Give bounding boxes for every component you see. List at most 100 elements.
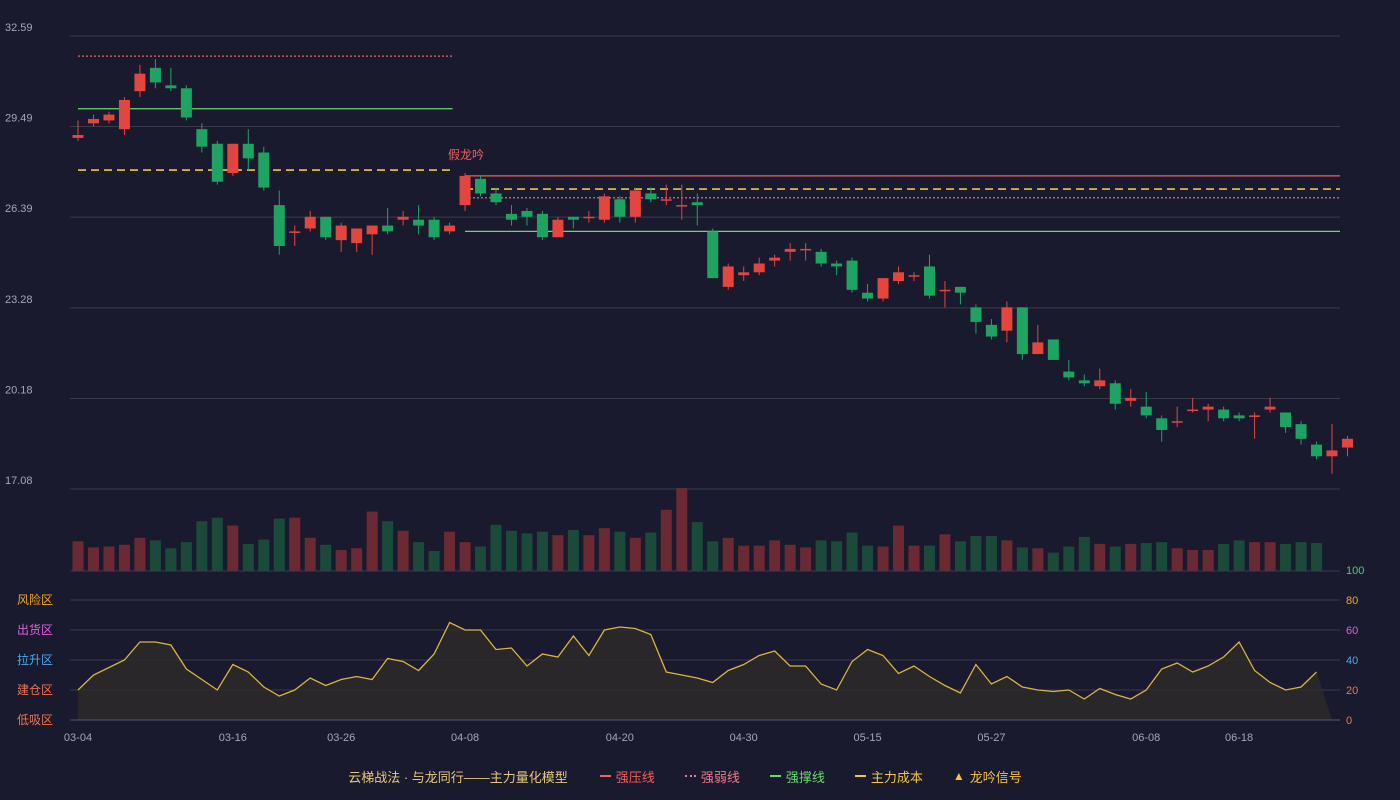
x-tick-label: 03-04 bbox=[64, 732, 92, 744]
legend-item-dragon-signal[interactable]: ▲ 龙吟信号 bbox=[953, 767, 1022, 786]
candle-body bbox=[1233, 415, 1245, 419]
volume-bar bbox=[289, 517, 301, 571]
candle-body bbox=[196, 129, 208, 147]
candle-body bbox=[707, 231, 719, 279]
volume-bar bbox=[428, 550, 440, 571]
volume-bar bbox=[149, 540, 161, 571]
volume-bar bbox=[1280, 543, 1292, 571]
volume-bar bbox=[1047, 552, 1059, 571]
chart-legend: 云梯战法 · 与龙同行——主力量化模型 强压线 强弱线 强撑线 主力成本 ▲ 龙… bbox=[0, 764, 1400, 788]
candle-body bbox=[691, 202, 703, 206]
volume-bar bbox=[753, 545, 765, 571]
volume-bar bbox=[521, 533, 533, 571]
volume-bar bbox=[691, 522, 703, 571]
volume-bar bbox=[366, 511, 378, 571]
legend-item-support-line[interactable]: 强撑线 bbox=[769, 767, 825, 786]
candle-body bbox=[1280, 412, 1292, 428]
candle-body bbox=[211, 143, 223, 182]
volume-bar bbox=[831, 541, 843, 571]
risk-area-line bbox=[77, 621, 1317, 700]
candle-body bbox=[660, 199, 672, 201]
candle-body bbox=[939, 289, 951, 292]
volume-bar bbox=[103, 546, 115, 571]
risk-zone-label: 拉升区 bbox=[17, 652, 53, 667]
candle-body bbox=[273, 205, 285, 246]
price-tick-label: 32.59 bbox=[5, 22, 33, 34]
candle-body bbox=[1341, 438, 1353, 448]
volume-bar bbox=[923, 545, 935, 571]
candle-body bbox=[180, 88, 192, 118]
candle-body bbox=[242, 143, 254, 159]
price-tick-label: 26.39 bbox=[5, 203, 33, 215]
candle-body bbox=[877, 278, 889, 299]
volume-bar bbox=[1094, 543, 1106, 571]
volume-bar bbox=[893, 525, 905, 571]
candle-body bbox=[645, 193, 657, 200]
candle-body bbox=[753, 263, 765, 273]
candle-body bbox=[475, 178, 487, 194]
volume-bar bbox=[227, 525, 239, 571]
candle-body bbox=[165, 85, 177, 89]
legend-item-strong-pressure[interactable]: 强压线 bbox=[599, 767, 655, 786]
volume-bar bbox=[211, 517, 223, 571]
candle-body bbox=[567, 216, 579, 220]
volume-bar bbox=[1249, 542, 1261, 571]
candle-body bbox=[1016, 307, 1028, 355]
candle-body bbox=[351, 228, 363, 244]
volume-bar bbox=[877, 546, 889, 571]
candle-body bbox=[846, 260, 858, 290]
volume-bar bbox=[444, 531, 456, 571]
signal-annotation: 假龙吟 bbox=[448, 147, 484, 162]
candle-body bbox=[304, 216, 316, 229]
volume-bar bbox=[490, 524, 502, 571]
candle-body bbox=[1249, 415, 1261, 417]
volume-bar bbox=[165, 548, 177, 571]
candle-body bbox=[149, 67, 161, 83]
x-tick-label: 04-08 bbox=[451, 732, 479, 744]
risk-tick-label: 0 bbox=[1346, 715, 1352, 727]
volume-bar bbox=[815, 540, 827, 571]
candle-body bbox=[134, 73, 146, 92]
candle-body bbox=[1171, 421, 1183, 423]
volume-bar bbox=[552, 535, 564, 571]
candle-body bbox=[444, 225, 456, 232]
volume-bar bbox=[87, 547, 99, 571]
legend-item-strength-line[interactable]: 强弱线 bbox=[684, 767, 740, 786]
price-chart: 32.59 29.49 26.39 23.28 20.18 17.08 假龙吟 100 80 60… bbox=[5, 22, 1364, 744]
volume-bar bbox=[1295, 542, 1307, 571]
volume-bar bbox=[1016, 547, 1028, 571]
volume-bar bbox=[862, 545, 874, 571]
candle-body bbox=[784, 248, 796, 252]
candle-body bbox=[382, 225, 394, 232]
volume-bar bbox=[985, 536, 997, 571]
x-tick-label: 03-16 bbox=[219, 732, 247, 744]
candle-body bbox=[1109, 383, 1121, 404]
volume-bar bbox=[273, 518, 285, 571]
legend-label-strong-pressure: 强压线 bbox=[615, 769, 655, 785]
legend-swatch-strength-line bbox=[684, 775, 696, 777]
triangle-icon: ▲ bbox=[952, 769, 965, 783]
price-tick-label: 20.18 bbox=[5, 384, 33, 396]
legend-label-main-cost: 主力成本 bbox=[870, 769, 923, 785]
volume-bar bbox=[846, 532, 858, 571]
candle-body bbox=[1078, 380, 1090, 384]
volume-bar bbox=[660, 509, 672, 571]
candle-body bbox=[598, 196, 610, 220]
candle-body bbox=[320, 216, 332, 238]
candle-body bbox=[1063, 371, 1075, 378]
volume-bar bbox=[1171, 548, 1183, 571]
candle-body bbox=[1001, 307, 1013, 331]
candle-body bbox=[954, 286, 966, 293]
candle-body bbox=[815, 251, 827, 264]
candle-body bbox=[769, 257, 781, 261]
volume-bar bbox=[134, 537, 146, 571]
legend-item-main-cost[interactable]: 主力成本 bbox=[854, 767, 923, 786]
x-tick-label: 06-18 bbox=[1225, 732, 1253, 744]
x-tick-label: 04-20 bbox=[606, 732, 634, 744]
candle-body bbox=[923, 266, 935, 296]
candle-body bbox=[490, 193, 502, 203]
volume-bar bbox=[505, 530, 517, 571]
candle-body bbox=[1326, 450, 1338, 457]
volume-bar bbox=[397, 530, 409, 571]
x-tick-label: 05-15 bbox=[853, 732, 881, 744]
